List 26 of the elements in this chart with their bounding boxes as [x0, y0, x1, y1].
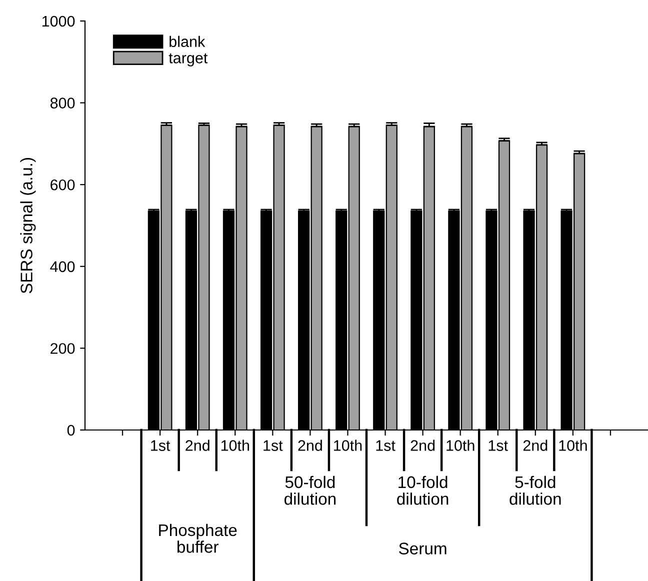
legend-label: target: [168, 53, 208, 66]
text: 50-fold dilution: [284, 476, 336, 505]
y-tick-label: 600: [50, 179, 75, 190]
text: Serum: [399, 542, 446, 554]
x-tick-label: 2nd: [186, 440, 210, 451]
x-tick-label: 2nd: [523, 440, 548, 451]
legend-label: blank: [170, 36, 206, 48]
y-tick-label: 1000: [42, 16, 75, 27]
text: Phosphate buffer: [159, 524, 237, 553]
y-axis-title: SERS signal (a.u.): [20, 158, 36, 294]
y-tick-label: 400: [50, 261, 75, 272]
x-tick-label: 1st: [488, 440, 508, 451]
x-tick-label: 2nd: [298, 440, 322, 451]
x-tick-label: 1st: [264, 440, 283, 451]
y-tick-label: 800: [50, 98, 75, 108]
x-tick-label: 10th: [221, 440, 250, 451]
x-tick-label: 10th: [559, 440, 587, 451]
x-tick-label: 1st: [151, 440, 170, 451]
x-tick-label: 2nd: [410, 440, 435, 451]
x-tick-label: 10th: [446, 440, 474, 451]
y-tick-label: 0: [67, 424, 75, 436]
y-tick-label: 200: [50, 343, 75, 354]
x-tick-label: 1st: [376, 440, 396, 451]
text: 5-fold dilution: [510, 476, 561, 505]
text: 10-fold dilution: [397, 476, 448, 505]
x-tick-label: 10th: [334, 440, 362, 451]
